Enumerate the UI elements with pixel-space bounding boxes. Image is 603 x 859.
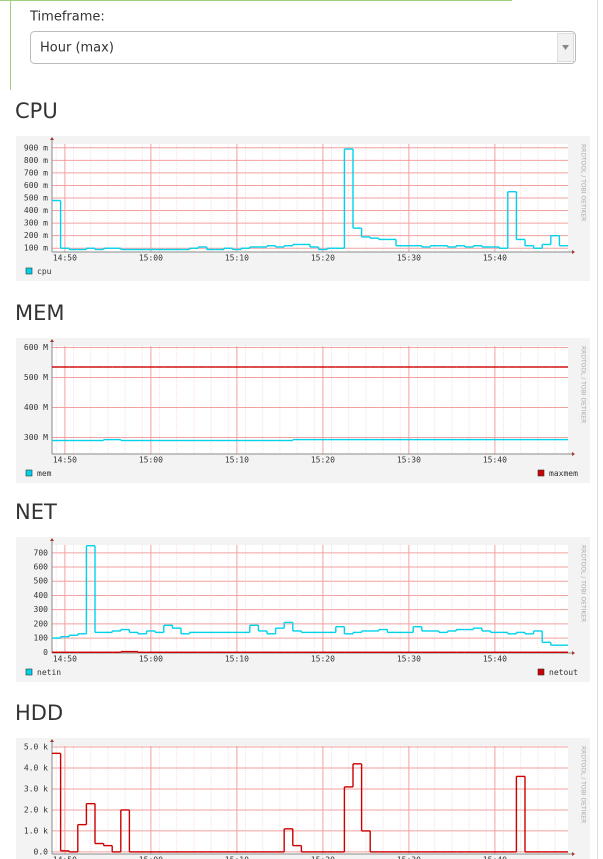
x-tick-label: 15:10 bbox=[225, 655, 249, 664]
watermark: RRDTOOL / TOBI OETIKER bbox=[580, 746, 587, 823]
chart-title: HDD bbox=[15, 701, 63, 725]
y-tick-label: 2.0 k bbox=[24, 805, 48, 814]
y-tick-label: 600 M bbox=[24, 343, 48, 352]
legend-swatch bbox=[537, 469, 545, 477]
x-tick-label: 15:10 bbox=[225, 254, 249, 263]
watermark: RRDTOOL / TOBI OETIKER bbox=[580, 545, 587, 622]
y-tick-label: 200 bbox=[34, 619, 49, 628]
timeframe-value[interactable]: Hour (max) bbox=[40, 41, 114, 56]
x-tick-label: 15:30 bbox=[397, 254, 421, 263]
y-tick-label: 400 m bbox=[24, 206, 48, 215]
y-tick-label: 300 m bbox=[24, 219, 48, 228]
x-tick-label: 15:40 bbox=[483, 856, 507, 859]
y-tick-label: 4.0 k bbox=[24, 764, 48, 773]
select-arrow bbox=[562, 45, 569, 50]
y-tick-label: 200 m bbox=[24, 231, 48, 240]
legend-swatch bbox=[25, 469, 33, 477]
plot-area bbox=[52, 746, 568, 854]
timeframe-label: Timeframe: bbox=[29, 10, 105, 25]
x-tick-label: 15:00 bbox=[139, 655, 163, 664]
chart-title: MEM bbox=[15, 301, 65, 325]
x-tick-label: 14:50 bbox=[53, 856, 77, 859]
x-tick-label: 15:00 bbox=[139, 456, 163, 465]
y-tick-label: 500 m bbox=[24, 194, 48, 203]
y-tick-label: 700 m bbox=[24, 168, 48, 177]
legend-swatch bbox=[537, 668, 545, 676]
y-tick-label: 600 bbox=[34, 563, 49, 572]
y-tick-label: 400 bbox=[34, 591, 49, 600]
legend-label: cpu bbox=[37, 267, 52, 276]
y-tick-label: 300 bbox=[34, 605, 49, 614]
legend-label: netout bbox=[549, 668, 578, 677]
watermark: RRDTOOL / TOBI OETIKER bbox=[580, 346, 587, 423]
y-tick-label: 500 M bbox=[24, 373, 48, 382]
legend-label: mem bbox=[37, 469, 52, 478]
x-tick-label: 15:30 bbox=[397, 655, 421, 664]
x-tick-label: 15:00 bbox=[139, 856, 163, 859]
chart-title: NET bbox=[15, 500, 57, 524]
y-tick-label: 0.0 bbox=[34, 847, 49, 856]
y-tick-label: 1.0 k bbox=[24, 826, 48, 835]
y-tick-label: 800 m bbox=[24, 156, 48, 165]
x-tick-label: 15:20 bbox=[311, 856, 335, 859]
timeframe-select[interactable] bbox=[30, 31, 576, 64]
x-tick-label: 14:50 bbox=[53, 254, 77, 263]
x-tick-label: 15:30 bbox=[397, 856, 421, 859]
legend-swatch bbox=[25, 267, 33, 275]
y-tick-label: 0 bbox=[43, 648, 48, 657]
x-tick-label: 15:30 bbox=[397, 456, 421, 465]
y-tick-label: 700 bbox=[34, 548, 49, 557]
x-tick-label: 14:50 bbox=[53, 655, 77, 664]
legend-swatch bbox=[25, 668, 33, 676]
plot-area bbox=[52, 346, 568, 454]
x-tick-label: 15:40 bbox=[483, 655, 507, 664]
x-tick-label: 15:20 bbox=[311, 254, 335, 263]
x-tick-label: 15:10 bbox=[225, 456, 249, 465]
plot-area bbox=[52, 545, 568, 653]
x-tick-label: 15:40 bbox=[483, 456, 507, 465]
step-connector bbox=[59, 753, 526, 852]
y-tick-label: 100 m bbox=[24, 244, 48, 253]
x-tick-label: 15:10 bbox=[225, 856, 249, 859]
y-tick-label: 100 bbox=[34, 634, 49, 643]
x-tick-label: 15:20 bbox=[311, 655, 335, 664]
y-tick-label: 5.0 k bbox=[24, 743, 48, 752]
x-tick-label: 15:20 bbox=[311, 456, 335, 465]
x-tick-label: 14:50 bbox=[53, 456, 77, 465]
chart-title: CPU bbox=[15, 99, 58, 123]
y-tick-label: 3.0 k bbox=[24, 784, 48, 793]
legend-label: maxmem bbox=[549, 469, 578, 478]
x-tick-label: 15:40 bbox=[483, 254, 507, 263]
y-tick-label: 500 bbox=[34, 577, 49, 586]
x-tick-label: 15:00 bbox=[139, 254, 163, 263]
y-tick-label: 600 m bbox=[24, 181, 48, 190]
y-tick-label: 900 m bbox=[24, 143, 48, 152]
watermark: RRDTOOL / TOBI OETIKER bbox=[580, 144, 587, 221]
y-tick-label: 300 M bbox=[24, 433, 48, 442]
y-tick-label: 400 M bbox=[24, 403, 48, 412]
legend-label: netin bbox=[37, 668, 61, 677]
